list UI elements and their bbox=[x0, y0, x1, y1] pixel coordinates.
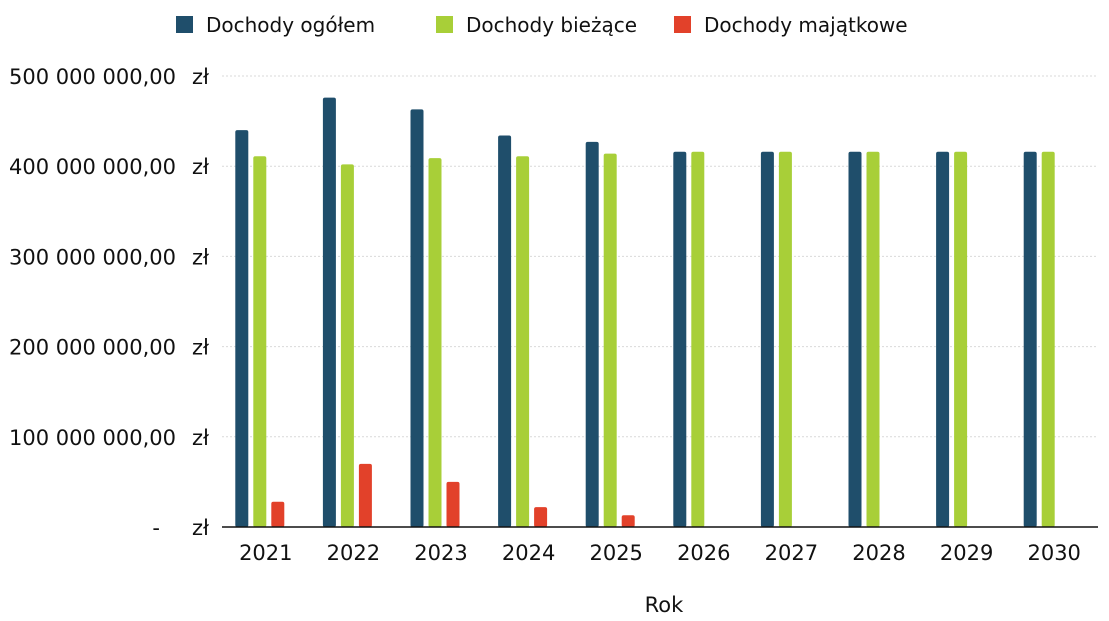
bar-dochody-ogółem-2023 bbox=[410, 109, 424, 528]
bars-group bbox=[235, 97, 1055, 528]
x-tick-label-2030: 2030 bbox=[1027, 541, 1080, 565]
y-tick-label-4: 400 000 000,00 bbox=[9, 155, 176, 179]
x-axis-title: Rok bbox=[645, 593, 684, 617]
bar-dochody-bieżące-2028 bbox=[866, 151, 880, 527]
bar-dochody-majątkowe-2021 bbox=[271, 501, 285, 527]
bar-dochody-ogółem-2027 bbox=[760, 151, 774, 527]
bar-dochody-majątkowe-2023 bbox=[446, 481, 460, 527]
y-tick-unit-2: zł bbox=[192, 336, 209, 360]
bar-dochody-ogółem-2030 bbox=[1023, 151, 1037, 527]
bar-dochody-majątkowe-2025 bbox=[621, 515, 635, 527]
y-tick-label-1: 100 000 000,00 bbox=[9, 426, 176, 450]
bar-dochody-ogółem-2021 bbox=[235, 130, 249, 527]
bar-dochody-bieżące-2026 bbox=[691, 151, 705, 527]
bar-dochody-bieżące-2030 bbox=[1041, 151, 1055, 527]
x-tick-label-2028: 2028 bbox=[852, 541, 905, 565]
x-tick-label-2022: 2022 bbox=[327, 541, 380, 565]
legend-swatch-3 bbox=[674, 16, 691, 33]
legend-swatch-1 bbox=[176, 16, 193, 33]
y-tick-label-0: - bbox=[152, 516, 160, 540]
bar-dochody-ogółem-2022 bbox=[322, 97, 336, 527]
bar-dochody-majątkowe-2024 bbox=[534, 507, 548, 527]
bar-dochody-majątkowe-2022 bbox=[358, 463, 372, 527]
y-tick-unit-4: zł bbox=[192, 155, 209, 179]
x-axis-ticks: 2021 2022 2023 2024 2025 2026 2027 2028 2029 2030 bbox=[239, 541, 1081, 565]
gridlines bbox=[222, 75, 1098, 438]
y-tick-label-3: 300 000 000,00 bbox=[9, 245, 176, 269]
y-tick-label-5: 500 000 000,00 bbox=[9, 65, 176, 89]
y-tick-unit-5: zł bbox=[192, 65, 209, 89]
legend-label-3: Dochody majątkowe bbox=[704, 13, 908, 37]
bar-dochody-ogółem-2028 bbox=[848, 151, 862, 527]
x-tick-label-2029: 2029 bbox=[940, 541, 993, 565]
bar-dochody-ogółem-2025 bbox=[585, 141, 599, 527]
bar-dochody-bieżące-2025 bbox=[603, 153, 617, 527]
y-tick-unit-1: zł bbox=[192, 426, 209, 450]
bar-dochody-bieżące-2022 bbox=[340, 164, 354, 527]
bar-dochody-bieżące-2029 bbox=[954, 151, 968, 527]
bar-dochody-bieżące-2023 bbox=[428, 158, 442, 527]
bar-dochody-ogółem-2026 bbox=[673, 151, 687, 527]
legend-label-2: Dochody bieżące bbox=[466, 13, 637, 37]
x-tick-label-2023: 2023 bbox=[414, 541, 467, 565]
legend-label-1: Dochody ogółem bbox=[206, 13, 375, 37]
x-tick-label-2025: 2025 bbox=[589, 541, 642, 565]
bar-dochody-ogółem-2024 bbox=[498, 135, 512, 528]
y-tick-label-2: 200 000 000,00 bbox=[9, 336, 176, 360]
bar-dochody-ogółem-2029 bbox=[936, 151, 950, 527]
y-tick-unit-3: zł bbox=[192, 245, 209, 269]
bar-dochody-bieżące-2024 bbox=[516, 156, 530, 527]
x-tick-label-2027: 2027 bbox=[765, 541, 818, 565]
chart-legend: Dochody ogółem Dochody bieżące Dochody maj… bbox=[176, 13, 908, 37]
y-axis-ticks: - zł 100 000 000,00 zł 200 000 000,00 zł 300 0… bbox=[9, 65, 209, 540]
bar-dochody-bieżące-2021 bbox=[253, 156, 267, 527]
y-tick-unit-0: zł bbox=[192, 516, 209, 540]
x-tick-label-2024: 2024 bbox=[502, 541, 555, 565]
bar-dochody-bieżące-2027 bbox=[778, 151, 792, 527]
legend-swatch-2 bbox=[436, 16, 453, 33]
x-tick-label-2026: 2026 bbox=[677, 541, 730, 565]
x-tick-label-2021: 2021 bbox=[239, 541, 292, 565]
